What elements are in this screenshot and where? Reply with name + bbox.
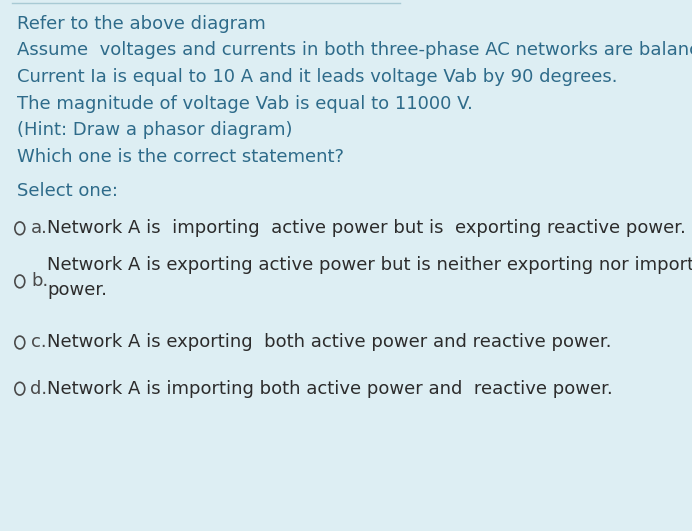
Text: Network A is exporting  both active power and reactive power.: Network A is exporting both active power… — [48, 333, 612, 352]
Text: Current Ia is equal to 10 A and it leads voltage Vab by 90 degrees.: Current Ia is equal to 10 A and it leads… — [17, 68, 617, 86]
Text: d.: d. — [30, 380, 47, 398]
Text: Network A is importing both active power and  reactive power.: Network A is importing both active power… — [46, 380, 612, 398]
Text: Select one:: Select one: — [17, 182, 118, 200]
Text: b.: b. — [31, 272, 48, 290]
Text: Network A is  importing  active power but is  exporting reactive power.: Network A is importing active power but … — [48, 219, 686, 237]
Text: (Hint: Draw a phasor diagram): (Hint: Draw a phasor diagram) — [17, 121, 292, 139]
Text: c.: c. — [31, 333, 46, 352]
Text: Which one is the correct statement?: Which one is the correct statement? — [17, 148, 343, 166]
Text: Assume  voltages and currents in both three-phase AC networks are balanced.: Assume voltages and currents in both thr… — [17, 41, 692, 59]
Text: Refer to the above diagram: Refer to the above diagram — [17, 15, 265, 33]
Text: a.: a. — [31, 219, 48, 237]
Text: Network A is exporting active power but is neither exporting nor importing react: Network A is exporting active power but … — [48, 256, 692, 298]
Text: The magnitude of voltage Vab is equal to 11000 V.: The magnitude of voltage Vab is equal to… — [17, 95, 473, 113]
